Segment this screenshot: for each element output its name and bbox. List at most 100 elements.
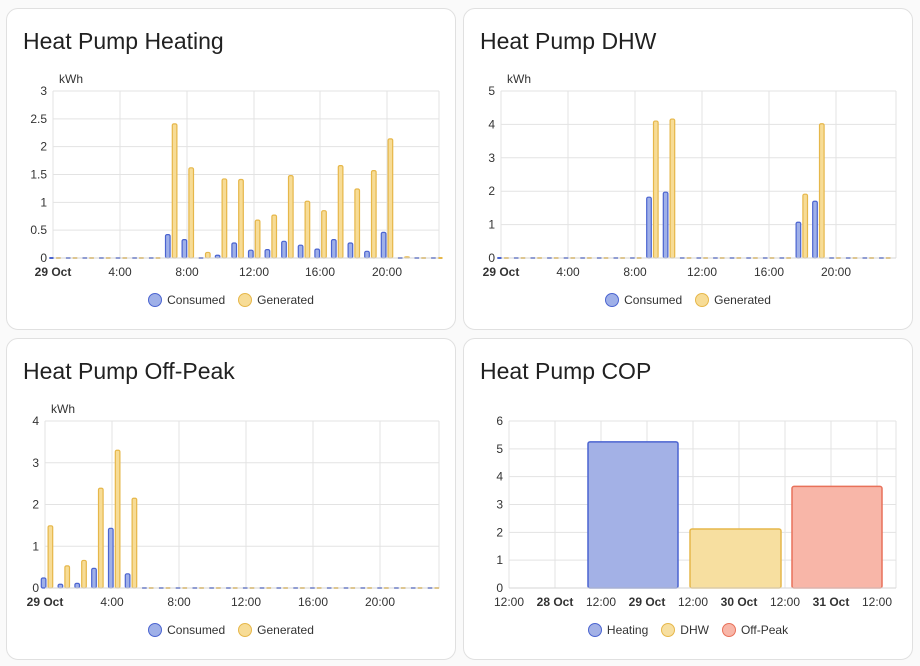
legend-label: Consumed: [167, 293, 226, 307]
bar-generated: [387, 138, 394, 259]
bar-consumed: [281, 240, 287, 259]
x-tick-label: 29 Oct: [629, 595, 666, 609]
legend-label: Generated: [714, 293, 771, 307]
bar-consumed: [124, 573, 131, 589]
off-peak-card: Heat Pump Off-Peak 0 1 2 3 4 29 Oct 4:00 8:00 12…: [6, 338, 456, 660]
x-tick-label: 16:00: [305, 265, 335, 279]
x-tick-label: 12:00: [239, 265, 269, 279]
legend-swatch: [148, 293, 163, 307]
x-tick-label: 4:00: [108, 265, 132, 279]
legend-item[interactable]: DHW: [661, 623, 709, 637]
y-tick-label: 2: [496, 525, 503, 539]
y-tick-label: 2: [488, 184, 495, 198]
card-title: Heat Pump COP: [480, 358, 652, 384]
bar-consumed: [297, 244, 304, 259]
y-tick-label: 1: [488, 218, 495, 232]
y-tick-label: 1: [40, 195, 47, 209]
y-unit-label: kWh: [51, 402, 75, 416]
legend-item[interactable]: Generated: [238, 623, 314, 637]
x-tick-label: 12:00: [862, 595, 892, 609]
x-tick-label: 16:00: [298, 595, 328, 609]
x-tick-label: 28 Oct: [537, 595, 574, 609]
legend-label: Generated: [257, 293, 314, 307]
card-title: Heat Pump DHW: [480, 28, 657, 54]
y-tick-label: 0: [40, 251, 47, 265]
y-tick-label: 1.5: [30, 168, 47, 182]
legend-label: Off-Peak: [740, 623, 789, 637]
bar-generated: [238, 178, 244, 259]
card-title: Heat Pump Heating: [23, 28, 224, 54]
legend-swatch: [148, 623, 163, 637]
x-tick-label: 29 Oct: [483, 265, 520, 279]
cop-card: Heat Pump COP 0 1 2 3 4 5 6 12:00 28 Oct 12:00 29 …: [463, 338, 913, 660]
y-tick-label: 4: [496, 470, 503, 484]
legend-item[interactable]: Consumed: [148, 293, 225, 307]
legend-label: Consumed: [167, 623, 226, 637]
x-tick-label: 12:00: [687, 265, 717, 279]
bar-generated: [188, 167, 195, 259]
bar-generated: [204, 251, 211, 259]
legend-swatch: [587, 623, 602, 637]
bar-generated: [802, 193, 809, 259]
y-tick-label: 0: [488, 251, 495, 265]
legend-swatch: [695, 293, 710, 307]
y-tick-label: 2.5: [30, 112, 47, 126]
legend-swatch: [605, 293, 620, 307]
x-tick-label: 4:00: [556, 265, 580, 279]
y-tick-label: 2: [40, 140, 47, 154]
bar-consumed: [91, 567, 97, 589]
chart-legend: Consumed Generated: [464, 293, 912, 307]
x-tick-label: 31 Oct: [813, 595, 850, 609]
bar-consumed: [74, 582, 81, 589]
dhw-card: Heat Pump DHW 0 1 2 3 4 5 29 Oct 4:00 8:00 12:00 1…: [463, 8, 913, 330]
bar-generated: [321, 210, 327, 259]
x-tick-label: 12:00: [770, 595, 800, 609]
y-tick-label: 0: [496, 581, 503, 595]
bar-generated: [97, 487, 104, 589]
y-tick-label: 5: [496, 442, 503, 456]
y-tick-label: 6: [496, 414, 503, 428]
legend-item[interactable]: Consumed: [605, 293, 682, 307]
legend-item[interactable]: Generated: [695, 293, 771, 307]
bar-consumed: [795, 221, 802, 259]
y-tick-label: 5: [488, 84, 495, 98]
bar-consumed: [181, 239, 188, 259]
legend-item[interactable]: Consumed: [148, 623, 225, 637]
bar-consumed: [330, 239, 337, 259]
legend-item[interactable]: Heating: [587, 623, 648, 637]
cop-chart: 0 1 2 3 4 5 6 12:00 28 Oct 12:00 29 Oct 12:00 30 Oct…: [494, 414, 897, 609]
legend-item[interactable]: Generated: [238, 293, 314, 307]
chart-legend: Heating DHW Off-Peak: [464, 623, 912, 637]
y-tick-label: 0.5: [30, 223, 47, 237]
bar-generated: [254, 219, 261, 259]
chart-legend: Consumed Generated: [7, 293, 455, 307]
x-tick-label: 12:00: [231, 595, 261, 609]
y-unit-label: kWh: [507, 72, 531, 86]
legend-label: DHW: [680, 623, 709, 637]
x-tick-label: 20:00: [365, 595, 395, 609]
y-tick-label: 1: [496, 553, 503, 567]
bar-generated: [370, 170, 377, 259]
legend-label: Consumed: [624, 293, 683, 307]
bar-generated: [81, 559, 87, 589]
legend-swatch: [238, 293, 253, 307]
off-peak-chart: 0 1 2 3 4 29 Oct 4:00 8:00 12:00 16:00 20:00 kWh: [27, 402, 440, 609]
bar-consumed: [264, 249, 271, 259]
x-tick-label: 8:00: [623, 265, 647, 279]
y-tick-label: 3: [32, 456, 39, 470]
x-tick-label: 20:00: [372, 265, 402, 279]
bar-consumed: [164, 234, 171, 259]
legend-swatch: [661, 623, 676, 637]
bar-generated: [64, 565, 71, 589]
legend-item[interactable]: Off-Peak: [721, 623, 789, 637]
bar-off-peak: [791, 485, 883, 589]
bar-consumed: [662, 191, 669, 259]
x-tick-label: 4:00: [100, 595, 124, 609]
bar-generated: [652, 120, 659, 259]
y-tick-label: 3: [496, 498, 503, 512]
bar-consumed: [231, 242, 238, 259]
chart-legend: Consumed Generated: [7, 623, 455, 637]
y-tick-label: 3: [40, 84, 47, 98]
legend-swatch: [721, 623, 736, 637]
x-tick-label: 12:00: [678, 595, 708, 609]
